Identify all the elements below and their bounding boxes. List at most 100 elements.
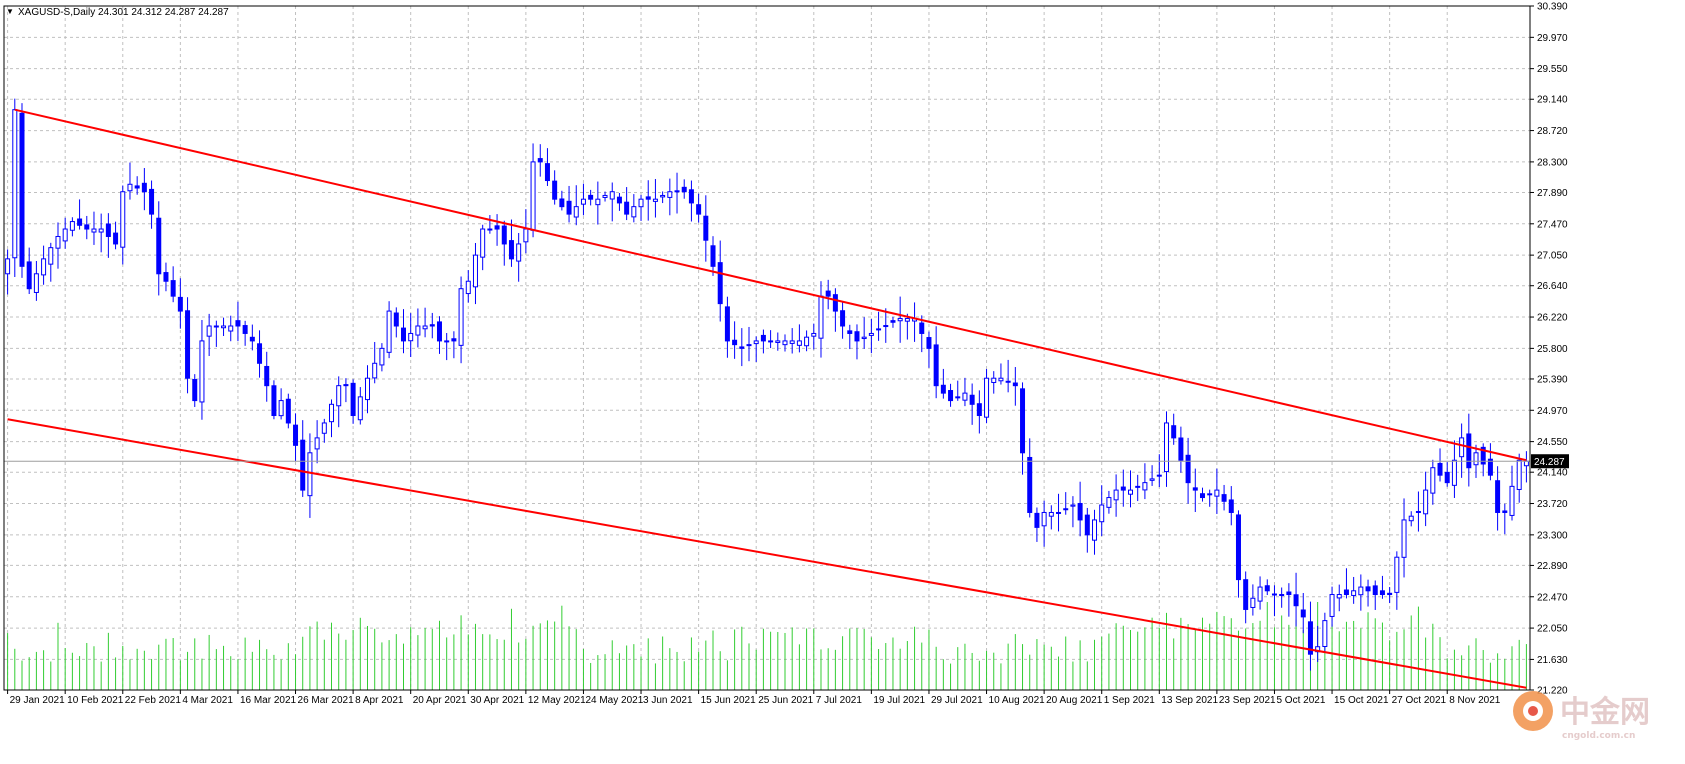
candle-bear [876,328,882,331]
candle-bear [832,294,838,312]
candle-bull [660,194,666,198]
time-tick-label: 29 Jan 2021 [10,695,65,706]
candle-bear [1005,380,1011,383]
time-tick-label: 24 May 2021 [585,695,643,706]
price-tick-label: 27.890 [1537,188,1568,199]
time-tick-label: 20 Aug 2021 [1046,695,1103,706]
candle-bear [566,200,572,215]
time-tick-label: 16 Mar 2021 [240,695,297,706]
price-tick-label: 23.720 [1537,499,1568,510]
candle-bull [652,198,658,202]
candle-bull [897,318,903,322]
candle-bull [631,206,637,218]
candle-bull [782,340,788,346]
candle-bull [998,377,1004,382]
candle-bull [991,377,997,383]
candle-bull [1250,597,1256,608]
symbol-label: XAGUSD-S,Daily [18,7,95,18]
time-tick-label: 7 Jul 2021 [816,695,863,706]
time-tick-label: 10 Aug 2021 [989,695,1046,706]
candle-bear [1192,487,1198,491]
candle-bear [1120,486,1126,491]
time-tick-label: 23 Sep 2021 [1219,695,1276,706]
candle-bear [242,325,248,334]
candle-bear [732,339,738,346]
time-tick-label: 29 Jul 2021 [931,695,983,706]
candle-bear [235,320,241,327]
candle-bull [1451,459,1457,486]
candle-bull [804,336,810,347]
candle-bull [1408,515,1414,522]
candle-bear [760,334,766,342]
price-axis: 30.390 29.970 29.550 29.140 28.720 28.300 27.8… [3,2,1569,697]
time-tick-label: 8 Nov 2021 [1449,695,1501,706]
candle-bear [717,262,723,305]
candle-bear [890,320,896,323]
price-tick-label: 26.220 [1537,313,1568,324]
candle-bull [775,340,781,343]
candle-bear [746,344,752,347]
candle-bear [696,204,702,215]
candle-bull [372,362,378,379]
candle-bear [1495,480,1501,513]
trendlines [4,108,1530,689]
candle-bear [933,344,939,387]
candle-bull [1163,422,1169,473]
candle-bull [796,340,802,346]
candle-bull [1430,467,1436,494]
candle-bull [472,254,478,288]
candle-bull [868,332,874,336]
symbol-menu-arrow-icon[interactable]: ▼ [6,7,14,16]
candle-bull [580,198,586,205]
candle-bear [537,158,543,163]
candle-bear [177,296,183,312]
candle-bear [185,310,191,379]
candle-bear [141,182,147,193]
candle-bear [508,240,514,260]
price-tick-label: 28.720 [1537,126,1568,137]
candle-bear [1415,510,1421,513]
candle-bear [501,225,507,245]
current-price-label: 24.287 [1534,457,1565,468]
time-tick-label: 10 Feb 2021 [67,695,124,706]
price-tick-label: 27.470 [1537,219,1568,230]
candle-bull [523,228,529,243]
candle-bear [624,201,630,215]
candle-bull [984,377,990,418]
candle-bear [1199,493,1205,499]
candle-bear [1444,471,1450,484]
candle-bull [379,347,385,366]
price-tick-label: 26.640 [1537,281,1568,292]
time-tick-label: 4 Mar 2021 [182,695,233,706]
candle-bull [904,318,910,322]
candle-bull [365,377,371,401]
candle-bull [98,228,104,233]
candle-bull [278,400,284,417]
price-tick-label: 28.300 [1537,157,1568,168]
candle-bear [948,390,954,402]
candle-bear [739,346,745,349]
candle-bear [26,261,32,290]
candle-bear [1235,514,1241,581]
ohlc-label: 24.301 24.312 24.287 24.287 [98,7,229,18]
time-tick-label: 1 Sep 2021 [1104,695,1156,706]
candle-bull [1207,493,1213,496]
candle-bull [1142,482,1148,491]
candle-bear [688,189,694,204]
candle-bull [1473,452,1479,466]
candle-bear [1480,446,1486,465]
candle-bull [314,437,320,450]
current-price-badge [1531,454,1569,469]
candle-bear [1027,456,1033,513]
candle-bear [400,327,406,342]
trendline[interactable] [7,418,1527,689]
candle-bull [199,340,205,403]
candle-bear [19,112,25,267]
candle-bear [703,215,709,241]
price-tick-label: 29.140 [1537,95,1568,106]
candle-bear [350,382,356,417]
candle-bear [494,225,500,230]
price-tick-label: 30.390 [1537,2,1568,13]
trendline[interactable] [14,108,1527,462]
time-tick-label: 15 Jun 2021 [701,695,756,706]
